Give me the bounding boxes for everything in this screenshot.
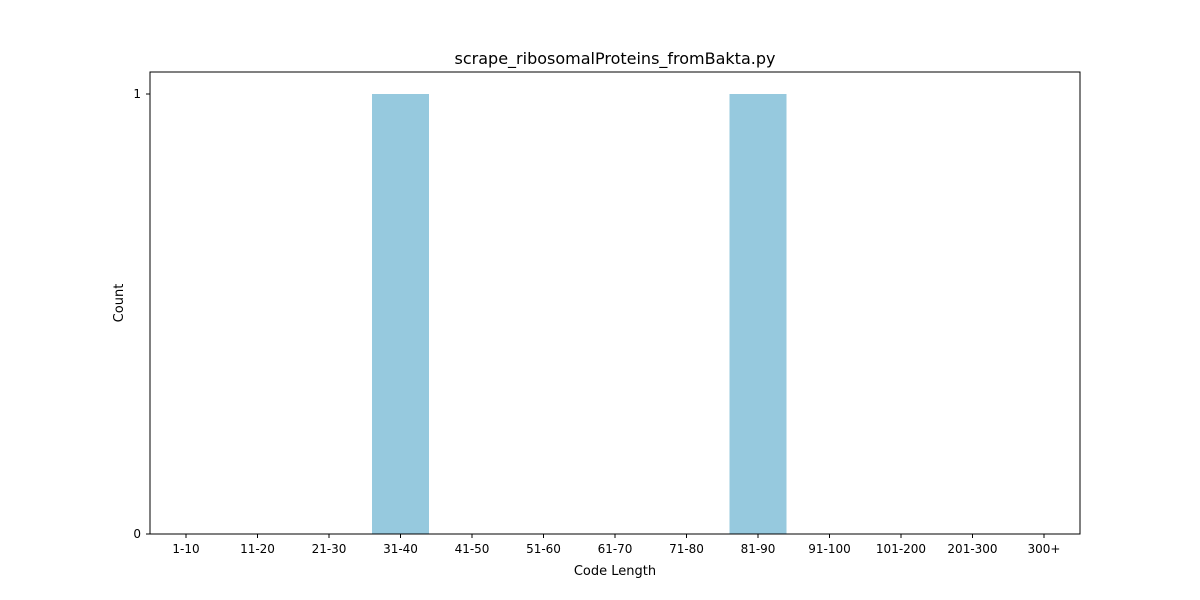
y-axis-label: Count	[112, 284, 127, 323]
chart-title: scrape_ribosomalProteins_fromBakta.py	[455, 49, 776, 69]
x-tick-label: 41-50	[455, 542, 490, 556]
y-tick-label: 0	[133, 527, 141, 541]
bars-group	[372, 94, 787, 534]
x-tick-label: 21-30	[312, 542, 347, 556]
x-tick-label: 201-300	[947, 542, 997, 556]
x-tick-label: 51-60	[526, 542, 561, 556]
bar-31-40	[372, 94, 429, 534]
plot-frame	[149, 71, 1081, 535]
x-axis-label: Code Length	[574, 564, 656, 579]
y-tick-label: 1	[133, 87, 141, 101]
x-tick-label: 31-40	[383, 542, 418, 556]
x-tick-label: 1-10	[172, 542, 199, 556]
x-tick-label: 61-70	[598, 542, 633, 556]
x-tick-label: 300+	[1028, 542, 1061, 556]
x-tick-label: 91-100	[808, 542, 851, 556]
y-axis-ticks: 01	[133, 87, 150, 541]
x-tick-label: 101-200	[876, 542, 926, 556]
x-tick-label: 11-20	[240, 542, 275, 556]
bar-81-90	[729, 94, 787, 534]
x-axis-ticks: 1-10 11-20 21-30 31-40 41-50 51-60 61-70 71-80 8…	[172, 534, 1060, 556]
x-tick-label: 81-90	[741, 542, 776, 556]
x-tick-label: 71-80	[669, 542, 704, 556]
